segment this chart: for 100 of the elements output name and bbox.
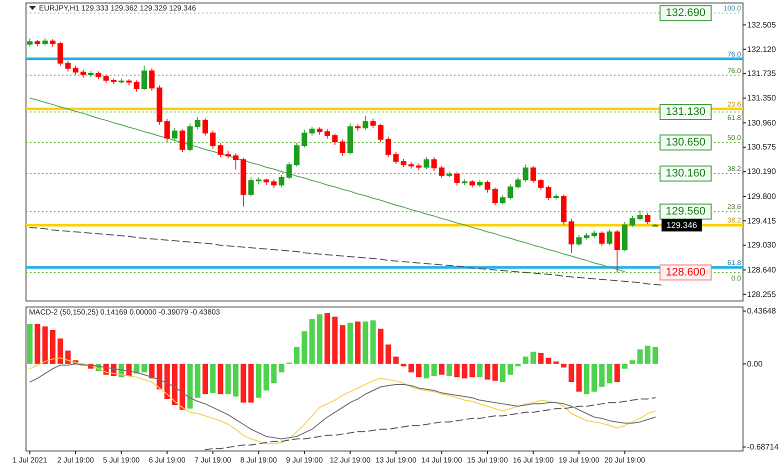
bar xyxy=(606,364,612,384)
candlestick xyxy=(156,85,162,126)
bar xyxy=(172,364,178,406)
bar xyxy=(614,364,620,382)
bar xyxy=(637,349,643,364)
bar xyxy=(256,364,262,398)
candlestick xyxy=(584,232,590,240)
bar xyxy=(149,364,155,378)
y-tick-label: 0.00 xyxy=(747,359,764,368)
candlestick xyxy=(264,178,270,186)
candlestick xyxy=(400,158,406,168)
candlestick xyxy=(65,60,71,72)
candlestick xyxy=(34,39,40,47)
candlestick xyxy=(316,126,322,136)
candlestick xyxy=(484,180,490,193)
bar xyxy=(316,314,322,364)
bar xyxy=(156,364,162,390)
bar xyxy=(500,364,506,382)
bar xyxy=(302,331,308,364)
bar xyxy=(271,364,277,384)
candlestick xyxy=(248,176,254,197)
candlestick xyxy=(27,38,33,48)
bar xyxy=(294,346,300,364)
ref-line-label: 129.560 xyxy=(666,206,706,218)
bar xyxy=(644,346,650,364)
bar xyxy=(50,330,56,364)
candlestick xyxy=(340,138,346,156)
bar xyxy=(27,324,33,364)
candlestick xyxy=(210,130,216,150)
candlestick xyxy=(286,162,292,180)
bar xyxy=(225,364,231,394)
candlestick xyxy=(560,194,567,226)
candlestick xyxy=(80,69,86,78)
candlestick xyxy=(568,218,574,254)
ref-line-label: 130.650 xyxy=(666,136,706,148)
candlestick xyxy=(431,156,437,172)
candlestick xyxy=(462,178,468,186)
bar xyxy=(194,364,200,398)
candlestick xyxy=(194,116,200,130)
bar xyxy=(446,364,452,376)
bar xyxy=(424,364,430,378)
candlestick xyxy=(386,136,392,158)
y-tick-label: -0.68714 xyxy=(747,442,780,452)
y-tick-label: 128.640 xyxy=(747,265,776,274)
bar xyxy=(248,364,254,403)
bar xyxy=(546,358,552,364)
candlestick xyxy=(622,221,628,252)
candlestick xyxy=(576,234,582,246)
bar xyxy=(362,322,368,364)
bar xyxy=(141,364,147,372)
bar xyxy=(622,364,628,369)
bar xyxy=(522,356,528,364)
ref-line-label: 132.690 xyxy=(666,7,706,20)
candlestick xyxy=(187,123,193,152)
candlestick xyxy=(302,129,308,148)
bar xyxy=(378,328,384,364)
candlestick xyxy=(271,178,277,189)
bar xyxy=(278,364,284,372)
candlestick xyxy=(530,166,536,184)
y-tick-label: 130.960 xyxy=(747,118,776,128)
bar xyxy=(65,350,71,364)
candlestick xyxy=(500,194,506,206)
candlestick xyxy=(614,230,620,273)
ref-line-label: 128.600 xyxy=(666,266,706,278)
candlestick xyxy=(446,171,452,178)
candlestick xyxy=(522,164,528,182)
candlestick xyxy=(240,157,246,207)
bar xyxy=(240,364,246,403)
bar xyxy=(508,364,514,375)
candlestick xyxy=(309,126,315,136)
candlestick xyxy=(134,80,140,92)
bar xyxy=(400,364,406,366)
bar xyxy=(180,364,186,410)
candlestick xyxy=(141,65,147,90)
candlestick xyxy=(515,176,521,190)
candlestick xyxy=(294,142,300,167)
candlestick xyxy=(164,118,170,142)
y-tick-label: 129.030 xyxy=(747,240,776,250)
line-series xyxy=(29,226,664,286)
candlestick xyxy=(606,228,612,246)
y-tick-label: 131.735 xyxy=(747,69,776,78)
candlestick xyxy=(355,124,361,132)
candlestick xyxy=(637,210,643,221)
ref-line-label: 130.160 xyxy=(666,168,706,180)
ref-line-label: 131.130 xyxy=(666,106,706,118)
candlestick xyxy=(644,212,650,225)
bar xyxy=(340,325,346,364)
bar xyxy=(408,364,414,372)
candlestick xyxy=(508,184,514,200)
bar xyxy=(438,364,444,375)
candlestick xyxy=(599,230,605,246)
y-tick-label: 132.505 xyxy=(747,20,776,30)
bar xyxy=(538,352,544,364)
candlestick xyxy=(538,178,544,190)
candlestick xyxy=(88,70,94,78)
bar xyxy=(164,364,170,399)
candlestick xyxy=(477,180,483,188)
y-tick-label: 132.120 xyxy=(747,44,776,54)
candlestick xyxy=(202,118,208,136)
candlestick xyxy=(416,163,422,171)
